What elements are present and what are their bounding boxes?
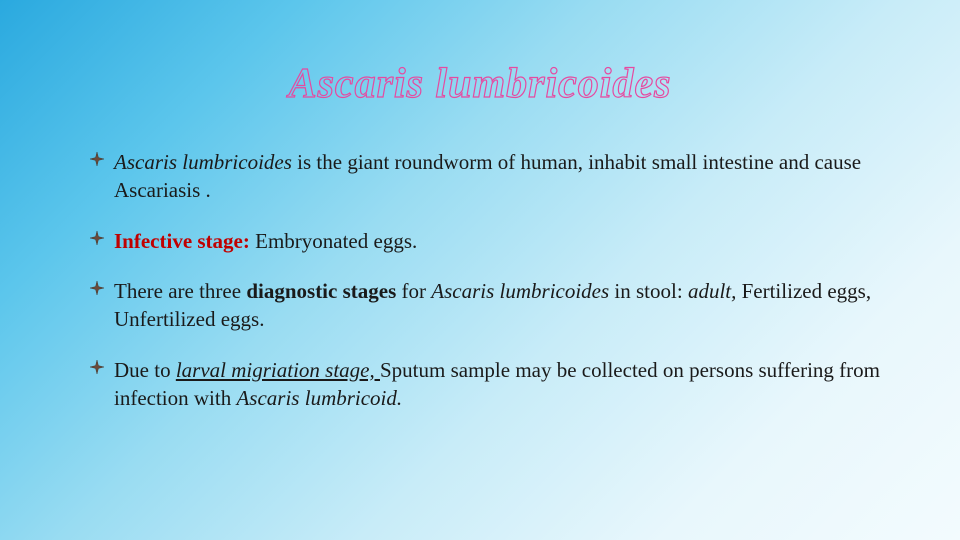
text-run: Ascaris lumbricoid. [236,386,402,410]
bullet-list: Ascaris lumbricoides is the giant roundw… [80,148,880,412]
bullet-item: Ascaris lumbricoides is the giant roundw… [90,148,880,205]
text-run: adult, [688,279,736,303]
bullet-text: Infective stage: Embryonated eggs. [114,229,417,253]
text-run: diagnostic stages [246,279,401,303]
diamond-bullet-icon [90,360,104,374]
text-run: Ascaris lumbricoides [431,279,614,303]
bullet-text: Due to larval migriation stage, Sputum s… [114,358,880,410]
text-run: Due to [114,358,176,382]
bullet-text: There are three diagnostic stages for As… [114,279,871,331]
text-run: There are three [114,279,246,303]
text-run: Infective stage: [114,229,250,253]
bullet-item: Due to larval migriation stage, Sputum s… [90,356,880,413]
diamond-bullet-icon [90,281,104,295]
bullet-text: Ascaris lumbricoides is the giant roundw… [114,150,861,202]
bullet-item: There are three diagnostic stages for As… [90,277,880,334]
slide: Ascaris lumbricoides Ascaris lumbricoide… [0,0,960,540]
slide-title: Ascaris lumbricoides [80,60,880,108]
text-run: for [402,279,432,303]
text-run: Embryonated eggs. [250,229,417,253]
bullet-item: Infective stage: Embryonated eggs. [90,227,880,255]
text-run: Ascaris lumbricoides [114,150,292,174]
diamond-bullet-icon [90,231,104,245]
text-run: larval migriation stage, [176,358,380,382]
text-run: in stool: [614,279,688,303]
diamond-bullet-icon [90,152,104,166]
